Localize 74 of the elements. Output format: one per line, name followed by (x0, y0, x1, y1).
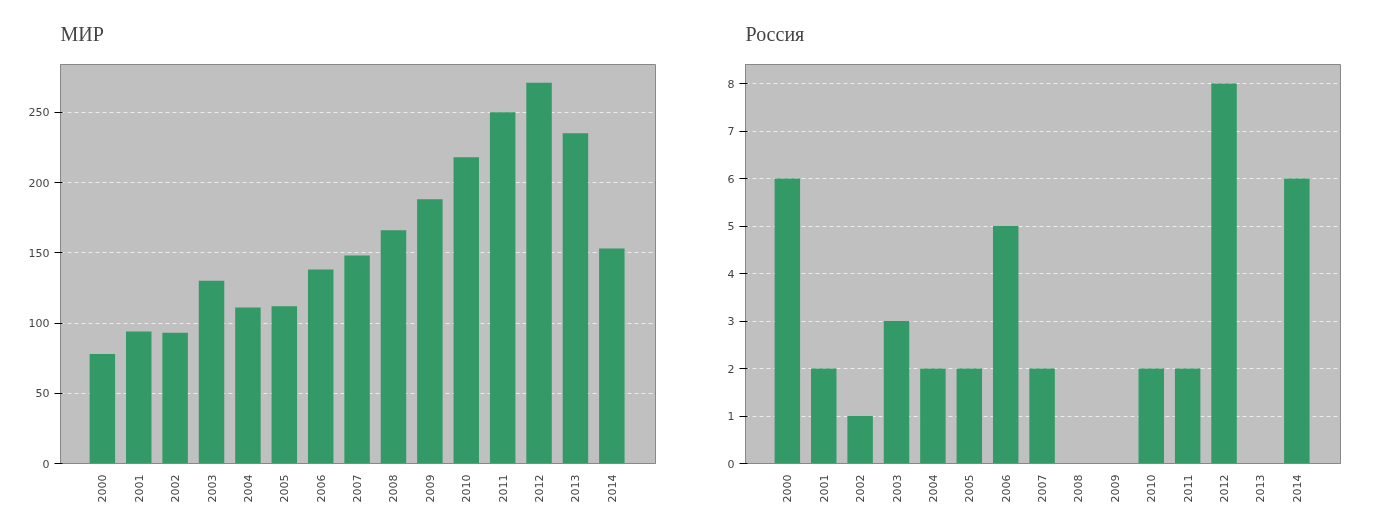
x-tick-label: 2014 (1290, 474, 1304, 503)
x-tick-label: 2014 (605, 474, 619, 503)
x-tick-label: 2012 (1218, 474, 1232, 503)
bar (89, 353, 116, 464)
bar (380, 230, 407, 464)
x-tick-label: 2003 (890, 474, 904, 503)
y-tick-label: 100 (28, 317, 50, 331)
bar (526, 82, 552, 464)
bar (307, 269, 334, 464)
x-tick-label: 2008 (387, 474, 401, 503)
x-tick-label: 2010 (460, 474, 474, 503)
bar (847, 416, 873, 464)
bar (344, 255, 370, 464)
y-tick-label: 5 (727, 220, 735, 233)
y-tick-label: 150 (28, 246, 50, 260)
bar (956, 368, 983, 464)
x-tick-label: 2005 (963, 474, 977, 503)
bar (162, 332, 188, 464)
bar (883, 321, 910, 464)
bar (453, 157, 479, 464)
bar (417, 199, 443, 464)
y-tick-label: 50 (35, 387, 50, 401)
x-tick-label: 2011 (496, 474, 510, 503)
x-tick-label: 2007 (1036, 474, 1050, 503)
y-tick-label: 1 (727, 410, 735, 423)
x-tick-label: 2005 (278, 474, 292, 503)
x-tick-label: 2013 (1254, 474, 1268, 503)
x-tick-label: 2011 (1181, 474, 1195, 503)
x-tick-label: 2006 (314, 474, 328, 503)
bar (562, 133, 589, 464)
bar (126, 331, 152, 464)
x-tick-label: 2001 (817, 474, 831, 503)
bar (774, 178, 801, 464)
x-tick-label: 2004 (926, 474, 940, 503)
bar (1174, 368, 1201, 464)
x-tick-label: 2003 (205, 474, 219, 503)
y-tick-label: 7 (727, 125, 735, 138)
x-tick-label: 2001 (132, 474, 146, 503)
x-tick-label: 2002 (854, 474, 868, 503)
x-tick-label: 2002 (169, 474, 183, 503)
bar (198, 280, 225, 464)
x-tick-label: 2006 (999, 474, 1013, 503)
y-tick-label: 6 (727, 172, 735, 186)
bar (1284, 178, 1310, 464)
bar (235, 307, 261, 464)
y-tick-label: 0 (42, 457, 50, 471)
bar (920, 368, 946, 464)
y-tick-label: 4 (727, 267, 735, 281)
x-tick-label: 2008 (1072, 474, 1086, 503)
y-tick-label: 250 (28, 106, 50, 120)
bar (489, 112, 516, 464)
bar (992, 226, 1019, 464)
chart-title: Россия (745, 22, 805, 45)
bar (811, 368, 837, 464)
x-tick-label: 2004 (241, 474, 255, 503)
y-tick-label: 200 (28, 176, 50, 190)
x-tick-label: 2010 (1145, 474, 1159, 503)
y-tick-label: 3 (727, 315, 735, 328)
bar (1138, 368, 1164, 464)
x-tick-label: 2000 (96, 474, 110, 503)
bar (271, 306, 298, 464)
y-tick-label: 2 (727, 362, 735, 376)
x-tick-label: 2009 (423, 474, 437, 503)
bar (1029, 368, 1055, 464)
y-tick-label: 0 (727, 457, 735, 471)
y-tick-label: 8 (727, 77, 735, 91)
bar (1211, 83, 1237, 464)
bar (599, 248, 625, 464)
chart-title: МИР (60, 22, 104, 45)
x-tick-label: 2007 (351, 474, 365, 503)
x-tick-label: 2013 (569, 474, 583, 503)
x-tick-label: 2000 (781, 474, 795, 503)
x-tick-label: 2009 (1108, 474, 1122, 503)
x-tick-label: 2012 (533, 474, 547, 503)
